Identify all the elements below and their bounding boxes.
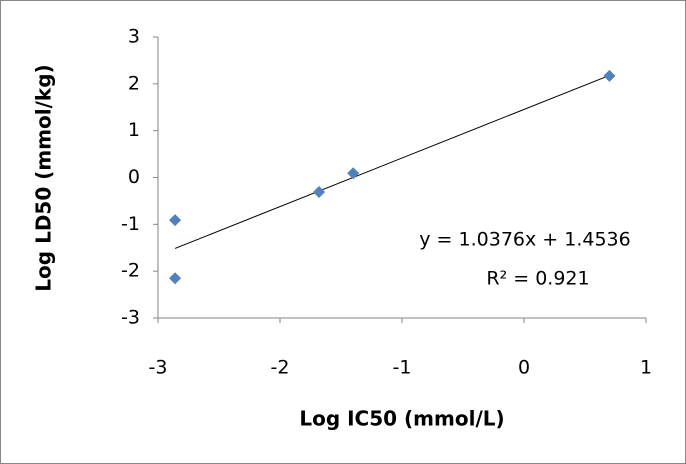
x-tick-label: 0: [518, 357, 530, 379]
x-axis-title: Log IC50 (mmol/L): [299, 407, 504, 431]
y-tick-label: -2: [121, 260, 140, 282]
y-axis-title: Log LD50 (mmol/kg): [32, 64, 56, 291]
y-tick-label: 3: [128, 26, 140, 48]
point: [169, 214, 182, 227]
r-squared: R² = 0.921: [486, 268, 589, 290]
x-tick-label: -3: [149, 357, 168, 379]
y-tick-label: 2: [128, 72, 140, 94]
y-tick-label: 0: [128, 166, 140, 188]
y-tick-label: 1: [128, 119, 140, 141]
point: [169, 272, 182, 285]
y-tick-label: -3: [121, 307, 140, 329]
x-tick-label: -2: [271, 357, 290, 379]
point: [603, 69, 616, 82]
x-tick-label: -1: [393, 357, 412, 379]
point: [313, 186, 326, 199]
point: [347, 167, 360, 180]
trendline-equation: y = 1.0376x + 1.4536: [419, 229, 630, 251]
y-tick-label: -1: [121, 213, 140, 235]
trendline: [174, 74, 610, 249]
x-tick-label: 1: [640, 357, 652, 379]
